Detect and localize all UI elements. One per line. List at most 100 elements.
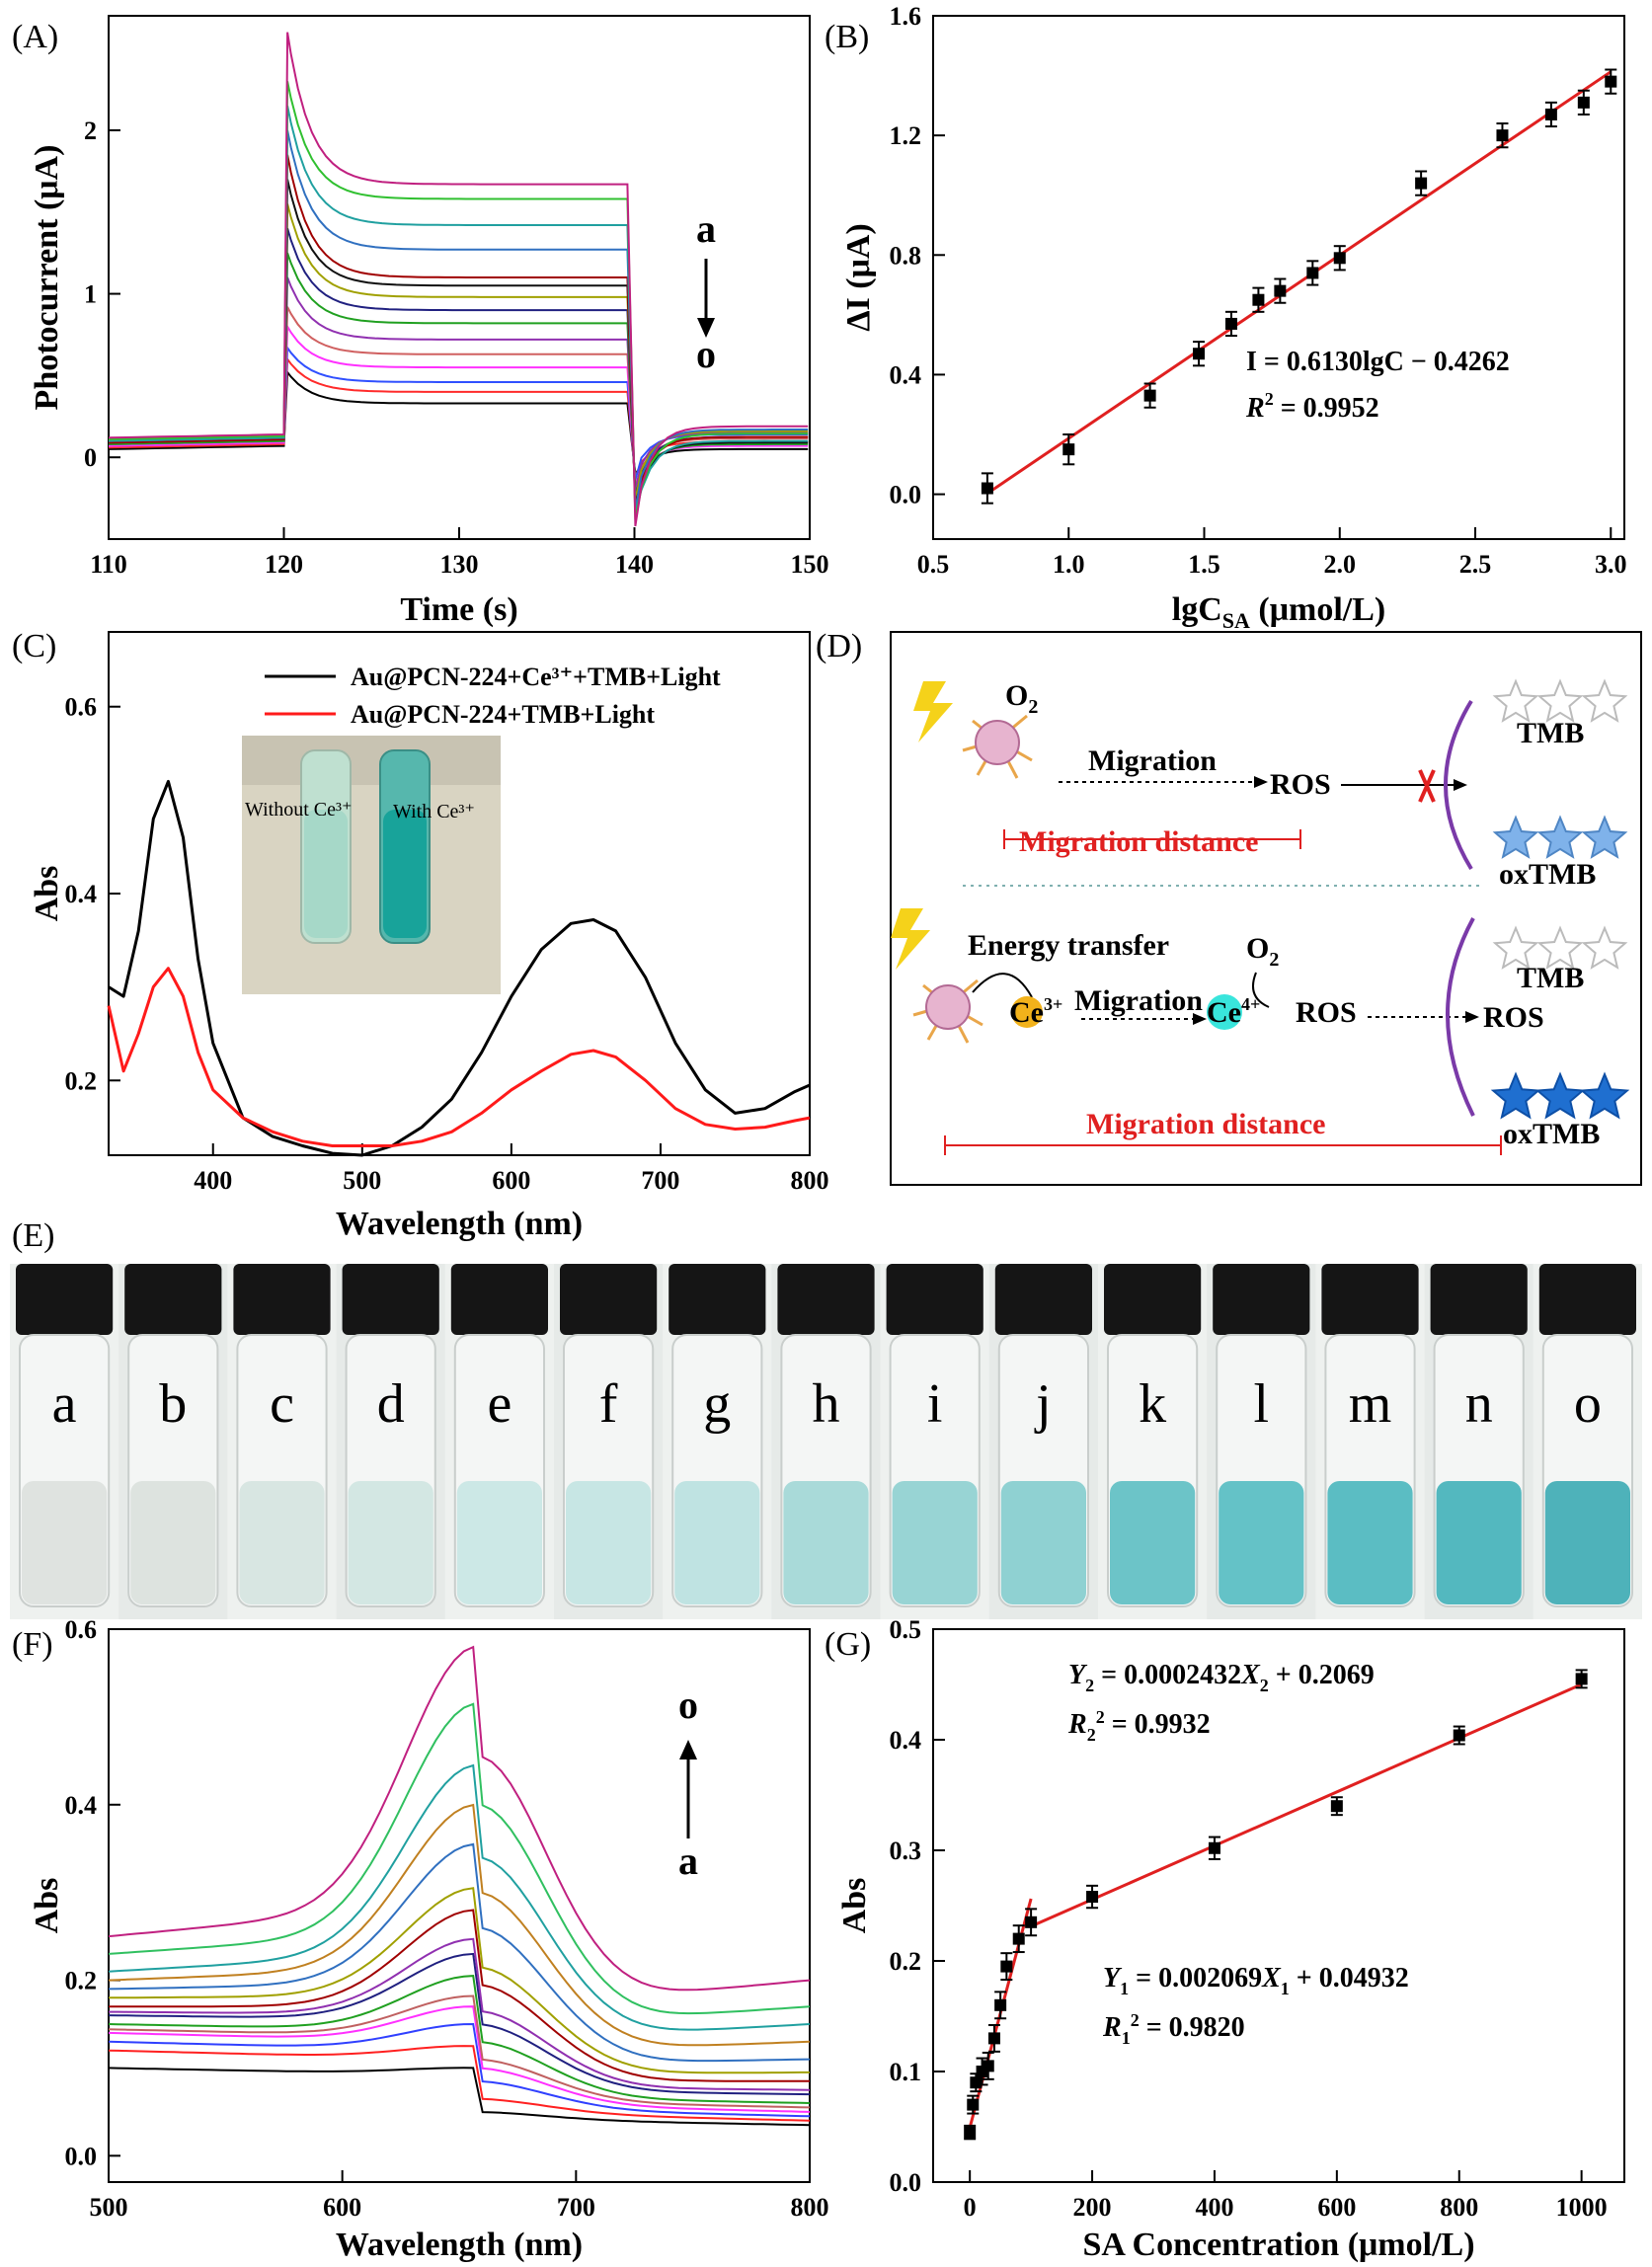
vial-liquid bbox=[1000, 1481, 1086, 1604]
vial-letter-b: b bbox=[159, 1373, 187, 1435]
y-tick-label: 0.4 bbox=[890, 360, 922, 389]
abs-spectrum-g bbox=[108, 1952, 811, 2096]
data-point bbox=[1025, 1915, 1038, 1928]
data-point bbox=[1208, 1841, 1220, 1854]
ce4-label-ce: Ce bbox=[1207, 996, 1241, 1029]
panel-g-eq1: Y1 = 0.002069X1 + 0.04932 bbox=[1103, 1963, 1409, 1998]
lightning-bolt-icon-bottom bbox=[891, 908, 930, 970]
vial-letter-l: l bbox=[1254, 1373, 1270, 1435]
o2-label-bottom: O2 bbox=[1246, 932, 1279, 971]
nanoparticle-icon-bottom bbox=[912, 978, 983, 1044]
panel-c-x-ticks: 400 500 600 700 800 bbox=[194, 1143, 829, 1195]
panel-b-x-label-unit: (μmol/L) bbox=[1250, 591, 1385, 628]
data-point bbox=[1496, 129, 1509, 142]
x-tick-label: 600 bbox=[323, 2193, 361, 2222]
y-tick-label: 0.0 bbox=[890, 481, 922, 509]
vial-letter-o: o bbox=[1574, 1373, 1602, 1435]
x-tick-label: 500 bbox=[343, 1166, 381, 1195]
panel-g-label: (G) bbox=[825, 1626, 871, 1663]
data-point bbox=[1544, 108, 1557, 120]
data-point bbox=[1453, 1729, 1465, 1742]
vial-cap bbox=[560, 1264, 658, 1335]
panel-a-label: (A) bbox=[12, 19, 58, 55]
x-tick-label: 200 bbox=[1073, 2193, 1112, 2222]
photocurrent-curve-g bbox=[108, 252, 809, 494]
vial-letter-h: h bbox=[813, 1373, 840, 1435]
dotted-arrow-head-bottom-2 bbox=[1465, 1011, 1479, 1023]
vial-letter-f: f bbox=[599, 1373, 618, 1435]
o2-label-bottom-sub: 2 bbox=[1269, 949, 1279, 971]
panel-g-fit bbox=[968, 1682, 1583, 2129]
lightning-bolt-icon bbox=[913, 681, 953, 743]
y-tick-label: 0.6 bbox=[65, 693, 98, 722]
nanoparticle-icon bbox=[962, 714, 1033, 779]
abs-spectrum-o bbox=[108, 1645, 811, 1992]
eq1-xsub: 1 bbox=[1281, 1979, 1290, 1998]
panel-b-x-label: lgCSA (μmol/L) bbox=[1172, 591, 1385, 633]
abs-spectrum-n bbox=[108, 1702, 811, 2015]
eq1-y: Y bbox=[1103, 1963, 1123, 1993]
y-tick-label: 1 bbox=[84, 280, 97, 309]
photocurrent-curve-o bbox=[108, 32, 809, 526]
abs-spectrum-b bbox=[108, 2045, 811, 2122]
photocurrent-curve-k bbox=[108, 154, 809, 508]
ros-label-top: ROS bbox=[1270, 768, 1331, 801]
panel-a-y-ticks: 0 1 2 bbox=[84, 117, 120, 472]
x-tick-label: 800 bbox=[1440, 2193, 1478, 2222]
inset-top-shade bbox=[242, 736, 501, 785]
data-point bbox=[1306, 267, 1319, 279]
panel-a-x-ticks: 110 120 130 140 150 bbox=[90, 527, 829, 579]
data-point bbox=[1330, 1800, 1343, 1813]
photocurrent-curve-m bbox=[108, 105, 809, 513]
ce4-label-sup: 4+ bbox=[1241, 994, 1260, 1014]
y-tick-label: 0.4 bbox=[65, 1791, 98, 1820]
panel-b-equation: I = 0.6130lgC − 0.4262 bbox=[1246, 347, 1510, 377]
panel-g: (G) 0 200 400 600 800 1000 0.0 0.1 0.2 0.3 0.4 0.5… bbox=[825, 1615, 1625, 2263]
o2-label-top: O2 bbox=[1005, 679, 1038, 718]
abs-spectrum-k bbox=[108, 1842, 811, 2063]
migration-label-bottom: Migration bbox=[1074, 984, 1203, 1017]
vial-cap bbox=[1213, 1264, 1310, 1335]
tmb-label-bottom: TMB bbox=[1517, 962, 1584, 994]
panel-b-y-label: ΔI (μA) bbox=[840, 223, 877, 332]
x-tick-label: 0 bbox=[964, 2193, 977, 2222]
curved-arrow-top bbox=[1444, 699, 1473, 871]
y-tick-label: 0 bbox=[84, 443, 97, 472]
panel-c-x-label: Wavelength (nm) bbox=[336, 1206, 583, 1242]
x-tick-label: 700 bbox=[557, 2193, 595, 2222]
ros-label-bottom-1: ROS bbox=[1296, 996, 1357, 1029]
x-tick-label: 3.0 bbox=[1595, 550, 1627, 579]
abs-spectrum-e bbox=[108, 1994, 811, 2109]
curved-arrow-bottom bbox=[1446, 917, 1475, 1117]
y-tick-label: 0.2 bbox=[890, 1947, 922, 1976]
eq1-x: X bbox=[1261, 1963, 1282, 1993]
data-point bbox=[964, 2126, 977, 2139]
data-point bbox=[1193, 348, 1206, 360]
y-tick-label: 2 bbox=[84, 117, 97, 145]
ce4-ion-icon bbox=[1207, 994, 1242, 1030]
nanoparticle-core-bottom bbox=[925, 984, 971, 1030]
y-tick-label: 0.3 bbox=[890, 1837, 922, 1865]
vial-cap bbox=[342, 1264, 439, 1335]
panel-f-annotation-bottom: a bbox=[678, 1838, 698, 1883]
eq1-ysub: 1 bbox=[1120, 1979, 1129, 1998]
panel-b-x-label-sub: SA bbox=[1222, 608, 1250, 633]
eq1-rest: + 0.04932 bbox=[1290, 1963, 1409, 1993]
ce3-label-ce: Ce bbox=[1009, 996, 1044, 1029]
panel-f-x-label: Wavelength (nm) bbox=[336, 2227, 583, 2263]
data-point bbox=[1012, 1932, 1025, 1945]
eq2-ysub: 2 bbox=[1085, 1676, 1094, 1695]
photocurrent-curve-b bbox=[108, 355, 809, 478]
o2-label-top-o: O bbox=[1005, 679, 1028, 712]
panel-b-r2-value: = 0.9952 bbox=[1274, 393, 1379, 424]
panel-f-frame bbox=[108, 1628, 811, 2183]
y-tick-label: 0.5 bbox=[890, 1615, 922, 1644]
panel-a-annotation-bottom: o bbox=[696, 332, 716, 376]
r2a-rest: = 0.9820 bbox=[1140, 2012, 1245, 2043]
star-light-icon bbox=[1536, 815, 1584, 859]
inset-vial-left-liquid bbox=[304, 810, 348, 938]
data-point bbox=[981, 482, 993, 495]
panel-a-annotation-top: a bbox=[696, 206, 716, 251]
panel-f-label: (F) bbox=[12, 1626, 53, 1663]
ce3-ion-icon bbox=[1011, 996, 1043, 1028]
